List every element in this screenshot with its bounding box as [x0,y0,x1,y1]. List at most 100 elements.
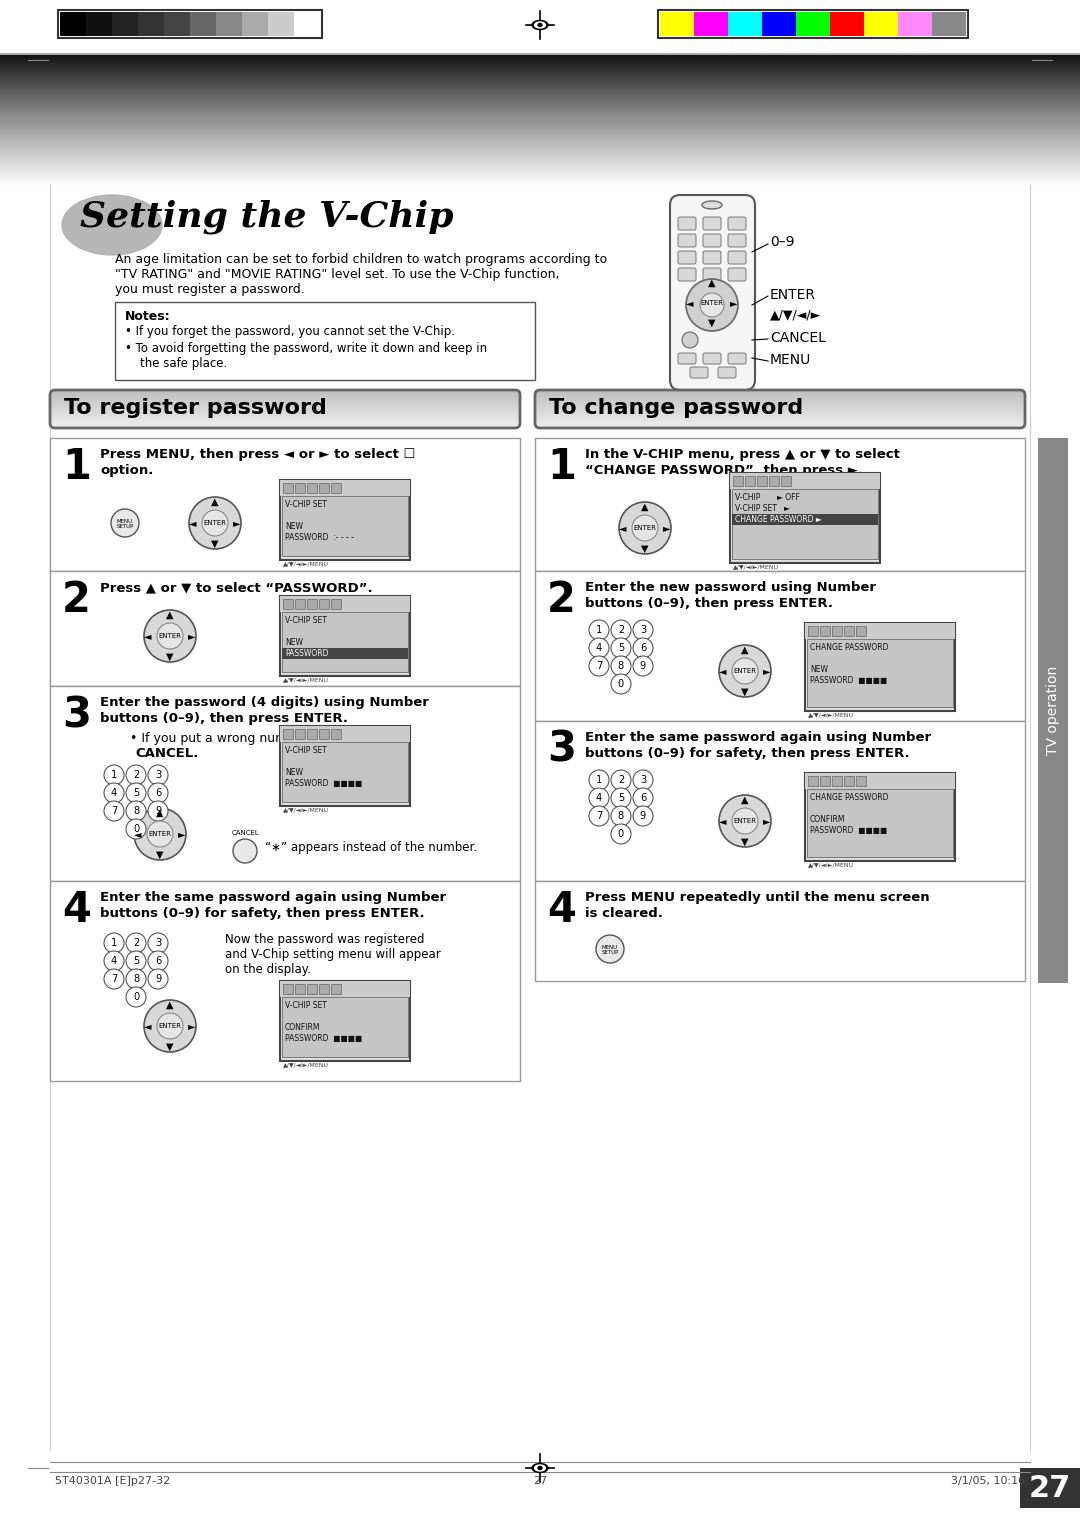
Text: ►: ► [188,631,195,642]
Text: “∗” appears instead of the number.: “∗” appears instead of the number. [265,840,477,854]
Bar [295,729,305,740]
Text: 3: 3 [154,770,161,779]
Bar [820,776,831,785]
Text: 5: 5 [618,793,624,804]
FancyBboxPatch shape [703,353,721,364]
Text: ▼: ▼ [157,850,164,860]
Text: 5: 5 [133,788,139,798]
Text: 7: 7 [111,973,117,984]
Text: PASSWORD  ■■■■: PASSWORD ■■■■ [810,827,888,834]
FancyBboxPatch shape [678,234,696,248]
Bar [732,489,878,559]
Bar [280,480,410,559]
Circle shape [589,805,609,827]
Text: ▼: ▼ [642,544,649,555]
Text: To register password: To register password [64,397,327,419]
FancyBboxPatch shape [703,234,721,248]
Circle shape [104,969,124,989]
Bar [805,623,955,711]
Bar [164,12,190,37]
Text: ▲/▼/◄/►/MENU: ▲/▼/◄/►/MENU [808,712,854,717]
Text: is cleared.: is cleared. [585,908,663,920]
Text: ▼: ▼ [166,1042,174,1051]
Bar [535,882,1025,981]
Circle shape [719,795,771,847]
Circle shape [233,839,257,863]
Text: 3/1/05, 10:16: 3/1/05, 10:16 [950,1476,1025,1487]
Text: 1: 1 [62,446,91,487]
Bar [280,726,410,805]
Text: 8: 8 [618,811,624,821]
Circle shape [104,950,124,970]
Bar [319,984,329,995]
Bar [190,12,216,37]
Text: buttons (0–9), then press ENTER.: buttons (0–9), then press ENTER. [585,597,833,610]
FancyBboxPatch shape [728,353,746,364]
Text: PASSWORD: PASSWORD [285,649,328,659]
Circle shape [134,808,186,860]
Text: ◄: ◄ [145,1021,152,1031]
Ellipse shape [535,1465,545,1471]
Circle shape [611,770,631,790]
Bar [730,474,880,562]
Text: ►: ► [764,666,771,675]
Text: PASSWORD  ■■■■: PASSWORD ■■■■ [810,675,888,685]
Text: SETUP: SETUP [117,524,134,529]
Text: 0: 0 [618,830,624,839]
Text: ▲: ▲ [166,999,174,1010]
Circle shape [148,969,168,989]
Circle shape [732,808,758,834]
Text: MENU: MENU [117,520,133,524]
Text: 1: 1 [546,446,576,487]
Text: 1: 1 [111,770,118,779]
Text: To change password: To change password [549,397,804,419]
Circle shape [589,656,609,675]
Bar [0,185,1080,1485]
Bar [138,12,164,37]
Circle shape [157,623,183,649]
Text: Notes:: Notes: [125,310,171,322]
Bar [282,743,408,802]
Text: CONFIRM: CONFIRM [810,814,846,824]
Circle shape [104,801,124,821]
Circle shape [633,788,653,808]
Text: ▲/▼/◄/►/MENU: ▲/▼/◄/►/MENU [283,1062,329,1067]
Bar [283,599,293,610]
Bar [856,626,866,636]
Circle shape [144,999,195,1051]
Text: and V-Chip setting menu will appear: and V-Chip setting menu will appear [225,947,441,961]
Circle shape [633,770,653,790]
Bar [307,599,318,610]
Bar [1020,1468,1080,1508]
Bar [330,729,341,740]
Bar [319,599,329,610]
Bar [535,571,1025,721]
Text: • To avoid forgetting the password, write it down and keep in: • To avoid forgetting the password, writ… [125,342,487,354]
Text: 27: 27 [1029,1475,1071,1504]
Text: An age limitation can be set to forbid children to watch programs according to: An age limitation can be set to forbid c… [114,254,607,266]
Bar [114,303,535,380]
Circle shape [633,620,653,640]
Text: ▼: ▼ [166,652,174,662]
Text: buttons (0–9) for safety, then press ENTER.: buttons (0–9) for safety, then press ENT… [585,747,909,759]
Text: 0–9: 0–9 [770,235,795,249]
Text: 9: 9 [639,811,646,821]
Bar [280,596,410,613]
Bar [0,1455,1080,1528]
Text: 3: 3 [546,729,576,772]
Bar [820,626,831,636]
Circle shape [611,620,631,640]
Circle shape [148,801,168,821]
Text: ▲/▼/◄/►/MENU: ▲/▼/◄/►/MENU [733,564,779,568]
Text: 9: 9 [639,662,646,671]
Text: 7: 7 [596,662,603,671]
Text: CHANGE PASSWORD ►: CHANGE PASSWORD ► [735,515,822,524]
Text: 0: 0 [618,678,624,689]
Bar [307,729,318,740]
Text: V-CHIP       ► OFF: V-CHIP ► OFF [735,494,800,503]
Text: “CHANGE PASSWORD”, then press ►.: “CHANGE PASSWORD”, then press ►. [585,465,863,477]
Circle shape [148,934,168,953]
FancyBboxPatch shape [728,234,746,248]
Text: ENTER: ENTER [149,831,172,837]
Text: 4: 4 [596,643,603,652]
